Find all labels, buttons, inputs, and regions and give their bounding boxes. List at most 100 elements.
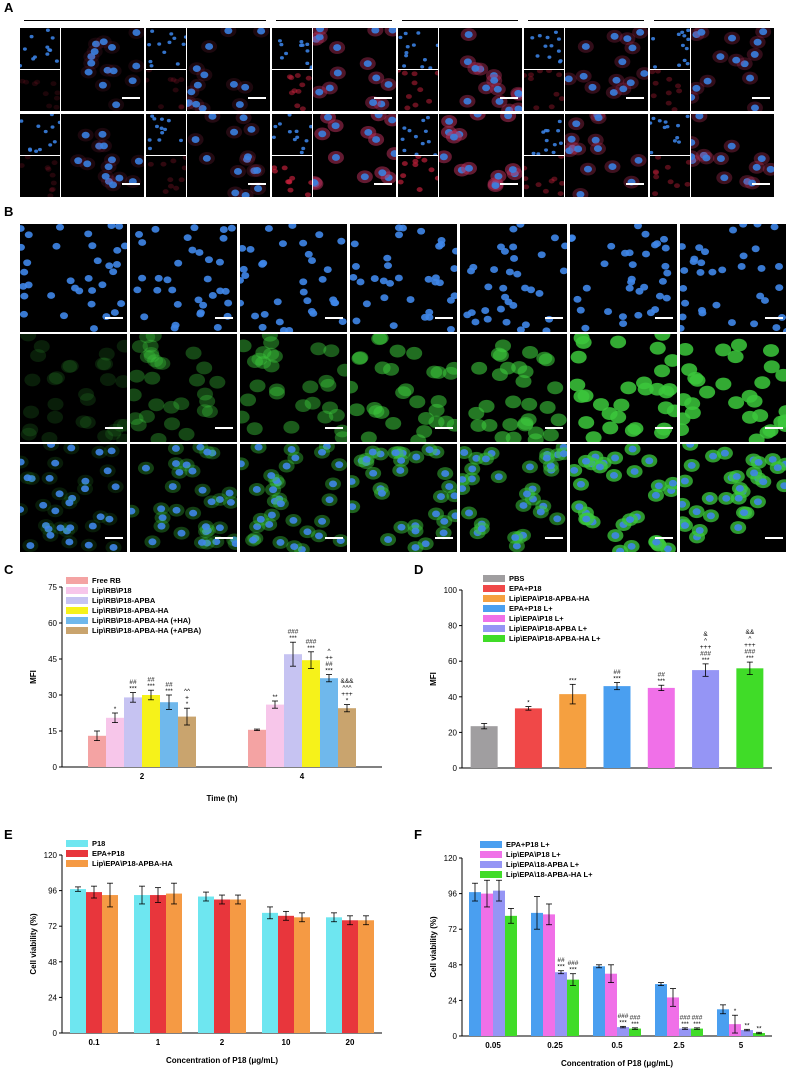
panel-a-hoechst-tile xyxy=(272,114,312,155)
legend-swatch xyxy=(66,607,88,614)
panel-a-scale-bar xyxy=(482,182,518,185)
panel-e-label: E xyxy=(4,827,13,842)
panel-a-rb-tile xyxy=(20,70,60,111)
significance-mark: ## xyxy=(325,661,333,668)
panel-b-scale-bar xyxy=(87,316,123,319)
significance-mark: *** xyxy=(681,1021,689,1028)
legend-entry: EPA+P18 xyxy=(509,584,542,593)
legend-entry: Lip\EPA\P18-APBA-HA L+ xyxy=(509,634,601,643)
significance-mark: *** xyxy=(746,655,754,662)
panel-b-tile xyxy=(460,224,567,332)
panel-a-hoechst-tile xyxy=(272,28,312,69)
bar xyxy=(142,695,160,767)
panel-b-tile xyxy=(350,444,457,552)
x-tick-label: 5 xyxy=(739,1041,744,1050)
panel-b-tile xyxy=(350,224,457,332)
significance-mark: ## xyxy=(658,672,666,679)
panel-b-scale-bar xyxy=(307,536,343,539)
panel-b-scale-bar xyxy=(417,536,453,539)
panel-a-group-underline xyxy=(150,20,266,21)
significance-mark: *** xyxy=(693,1021,701,1028)
panel-a-hoechst-tile xyxy=(20,114,60,155)
x-tick-label: 20 xyxy=(346,1038,355,1047)
y-tick-label: 120 xyxy=(44,851,58,860)
panel-a-scale-bar xyxy=(104,96,140,99)
y-tick-label: 24 xyxy=(448,996,457,1005)
panel-a-hoechst-tile xyxy=(650,114,690,155)
significance-mark: +++ xyxy=(700,644,712,651)
bar xyxy=(470,726,498,768)
y-axis-label: Cell viability (%) xyxy=(29,913,38,975)
bar xyxy=(647,687,675,768)
legend-swatch xyxy=(483,625,505,632)
significance-mark: ^^^ xyxy=(342,685,352,692)
bar xyxy=(736,668,764,768)
x-axis-label: Time (h) xyxy=(207,794,238,803)
y-tick-label: 72 xyxy=(448,925,457,934)
panel-d-label: D xyxy=(414,562,424,577)
panel-a-merged-tile xyxy=(565,28,648,111)
significance-mark: ++ xyxy=(325,655,333,662)
bar xyxy=(358,920,374,1033)
legend-swatch xyxy=(480,841,502,848)
bar xyxy=(605,973,617,1036)
legend-swatch xyxy=(483,615,505,622)
bar xyxy=(320,678,338,767)
legend-swatch xyxy=(66,597,88,604)
panel-b-scale-bar xyxy=(307,426,343,429)
y-tick-label: 72 xyxy=(48,922,57,931)
panel-b-scale-bar xyxy=(747,426,783,429)
panel-b-scale-bar xyxy=(637,316,673,319)
bar xyxy=(262,912,278,1033)
bar xyxy=(567,979,579,1036)
panel-b-scale-bar xyxy=(87,426,123,429)
significance-mark: *** xyxy=(325,668,333,675)
panel-b-tile xyxy=(350,334,457,442)
legend-entry: EPA+P18 L+ xyxy=(509,604,553,613)
bar xyxy=(178,716,196,767)
x-tick-label: 2.5 xyxy=(673,1041,685,1050)
x-axis-label: Concentration of P18 (μg/mL) xyxy=(166,1056,278,1065)
significance-mark: ### xyxy=(744,649,755,656)
significance-mark: ### xyxy=(306,638,317,645)
panel-a-rb-tile xyxy=(398,70,438,111)
bar xyxy=(106,717,124,767)
significance-mark: ### xyxy=(692,1014,703,1021)
y-tick-label: 75 xyxy=(48,583,57,592)
panel-a-scale-bar xyxy=(734,182,770,185)
x-tick-label: 4 xyxy=(300,772,305,781)
panel-a-scale-bar xyxy=(356,96,392,99)
significance-mark: *** xyxy=(129,686,137,693)
bar xyxy=(248,729,266,767)
panel-b-scale-bar xyxy=(87,536,123,539)
significance-mark: *** xyxy=(619,1019,627,1026)
significance-mark: ### xyxy=(288,629,299,636)
panel-a-scale-bar xyxy=(356,182,392,185)
legend-entry: Lip\RB\P18-APBA-HA (+HA) xyxy=(92,616,191,625)
y-tick-label: 0 xyxy=(53,763,58,772)
significance-mark: +++ xyxy=(744,642,756,649)
panel-b-tile xyxy=(20,334,127,442)
significance-mark: ## xyxy=(129,679,137,686)
panel-b-scale-bar xyxy=(197,316,233,319)
bar xyxy=(102,895,118,1033)
bar xyxy=(160,702,178,767)
panel-a-group-underline xyxy=(402,20,518,21)
panel-a-rb-tile xyxy=(146,70,186,111)
legend-entry: Lip\RB\P18-APBA-HA xyxy=(92,606,169,615)
panel-b-tile xyxy=(20,444,127,552)
panel-a-hoechst-tile xyxy=(524,114,564,155)
legend-swatch xyxy=(483,575,505,582)
bar xyxy=(531,912,543,1036)
legend-swatch xyxy=(480,851,502,858)
panel-a-group-underline xyxy=(528,20,644,21)
panel-b-tile xyxy=(130,444,237,552)
panel-b-scale-bar xyxy=(527,536,563,539)
panel-b-scale-bar xyxy=(417,426,453,429)
legend-swatch xyxy=(480,861,502,868)
panel-b-scale-bar xyxy=(747,536,783,539)
chart-f-cell-viability-laser: 0 24 48 72 96 120 Cell viability (%) Concentrat… xyxy=(429,840,772,1068)
legend-swatch xyxy=(66,627,88,634)
bar xyxy=(214,899,230,1033)
